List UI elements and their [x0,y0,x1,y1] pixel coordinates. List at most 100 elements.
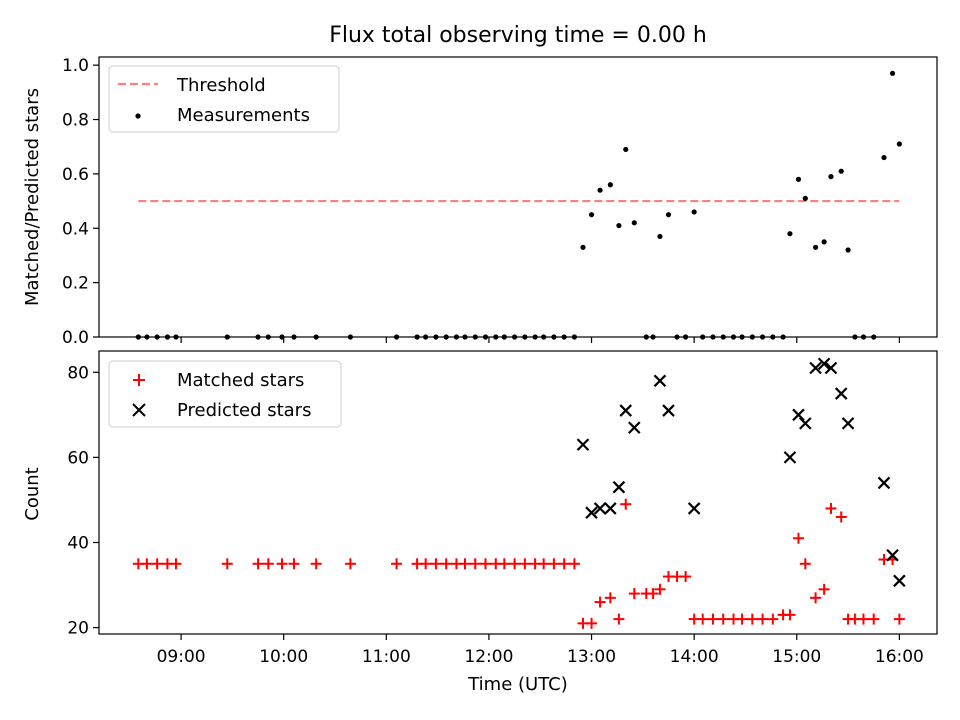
measurement-point [665,212,672,218]
predicted-star-point [792,408,805,422]
matched-star-point [784,609,796,621]
matched-star-point [252,558,264,570]
matched-star-point [792,532,804,544]
bottom-y-tick-label: 60 [67,448,89,468]
measurement-point [889,70,896,76]
bottom-x-tick-label: 16:00 [875,647,924,667]
predicted-star-point [576,438,590,451]
matched-star-point [810,592,822,604]
measurement-point [787,231,793,237]
bottom-y-tick-label: 80 [67,363,89,383]
matched-star-point [538,558,550,570]
matched-star-point [680,571,692,583]
matched-star-point [767,613,779,625]
predicted-star-point [783,451,797,464]
chart-title: Flux total observing time = 0.00 h [329,23,707,48]
measurement-point [838,168,844,174]
legend-measurements-swatch [135,113,141,119]
predicted-star-point [662,404,675,417]
matched-star-point [568,558,580,570]
predicted-star-point [824,361,838,375]
matched-star-point [825,502,837,514]
matched-star-point [420,558,432,570]
predicted-star-point [585,506,598,519]
legend-threshold-label: Threshold [176,75,266,96]
predicted-star-point [817,357,831,371]
predicted-star-point [893,574,906,588]
measurement-point [828,174,834,180]
bottom-x-tick-label: 11:00 [362,647,411,667]
matched-star-point [469,558,481,570]
measurement-point [657,233,663,240]
matched-star-point [480,558,492,570]
top-y-tick-label: 0.2 [62,274,89,294]
top-y-axis-label: Matched/Predicted stars [22,88,43,306]
predicted-star-point [653,374,667,388]
top-y-tick-label: 0.6 [62,165,89,185]
bottom-x-tick-label: 15:00 [772,647,821,667]
bottom-x-tick-label: 12:00 [464,647,513,667]
predicted-star-point [877,476,891,490]
legend-measurements-label: Measurements [177,105,310,126]
legend-matched-swatch [133,374,145,386]
matched-star-point [221,558,233,570]
matched-star-point [757,613,769,625]
top-y-tick-label: 1.0 [62,56,89,76]
matched-star-point [868,613,880,625]
bottom-x-axis: 09:00 10:00 11:00 12:00 13:00 14:00 15:00 16:00 [157,634,924,667]
predicted-star-point [628,421,641,434]
matched-star-point [594,596,606,608]
measurement-point [616,222,622,229]
bottom-axes-frame [98,350,938,635]
measurement-point [821,239,827,245]
bottom-legend-frame [108,360,342,428]
predicted-star-point [799,417,812,430]
matched-star-point [262,558,274,570]
predicted-star-point [619,404,633,417]
bottom-x-axis-label: Time (UTC) [467,674,568,695]
matched-star-point [654,583,666,595]
matched-star-point [707,613,719,625]
bottom-y-axis: 20 40 60 80 [67,363,99,639]
bottom-y-tick-label: 40 [67,534,89,554]
matched-star-point [613,613,625,625]
matched-stars-series [132,498,905,629]
bottom-x-tick-label: 10:00 [259,647,308,667]
matched-star-point [276,558,288,570]
top-y-tick-label: 0.4 [62,219,89,239]
measurement-point [691,209,697,215]
predicted-star-point [809,361,822,375]
bottom-x-tick-label: 14:00 [670,647,719,667]
matched-star-point [391,558,403,570]
matched-star-point [746,613,758,625]
matched-star-point [893,613,905,625]
matched-star-point [141,558,153,570]
predicted-star-point [886,548,899,562]
bottom-x-tick-label: 09:00 [157,647,206,667]
measurement-point [802,195,808,201]
matched-star-point [344,558,356,570]
matched-star-point [736,613,748,625]
measurement-point [631,220,637,226]
matched-star-point [519,558,531,570]
legend-predicted-swatch [132,403,146,417]
matched-star-point [799,558,811,570]
measurement-point [588,212,595,218]
matched-star-point [818,583,830,595]
top-legend-frame [108,65,340,133]
measurement-point [881,154,887,161]
matched-star-point [288,558,300,570]
top-y-axis: 0.0 0.2 0.4 0.6 0.8 1.0 [62,56,99,348]
matched-star-point [430,558,442,570]
measurement-point [896,141,902,147]
predicted-star-point [687,502,701,515]
measurement-point [623,146,629,153]
top-y-tick-label: 0.8 [62,111,89,131]
top-y-tick-label: 0.0 [62,328,89,348]
bottom-y-tick-label: 20 [67,619,89,639]
measurement-point [607,182,613,188]
predicted-star-point [841,417,855,430]
measurement-point [845,247,851,253]
matched-star-point [498,558,510,570]
